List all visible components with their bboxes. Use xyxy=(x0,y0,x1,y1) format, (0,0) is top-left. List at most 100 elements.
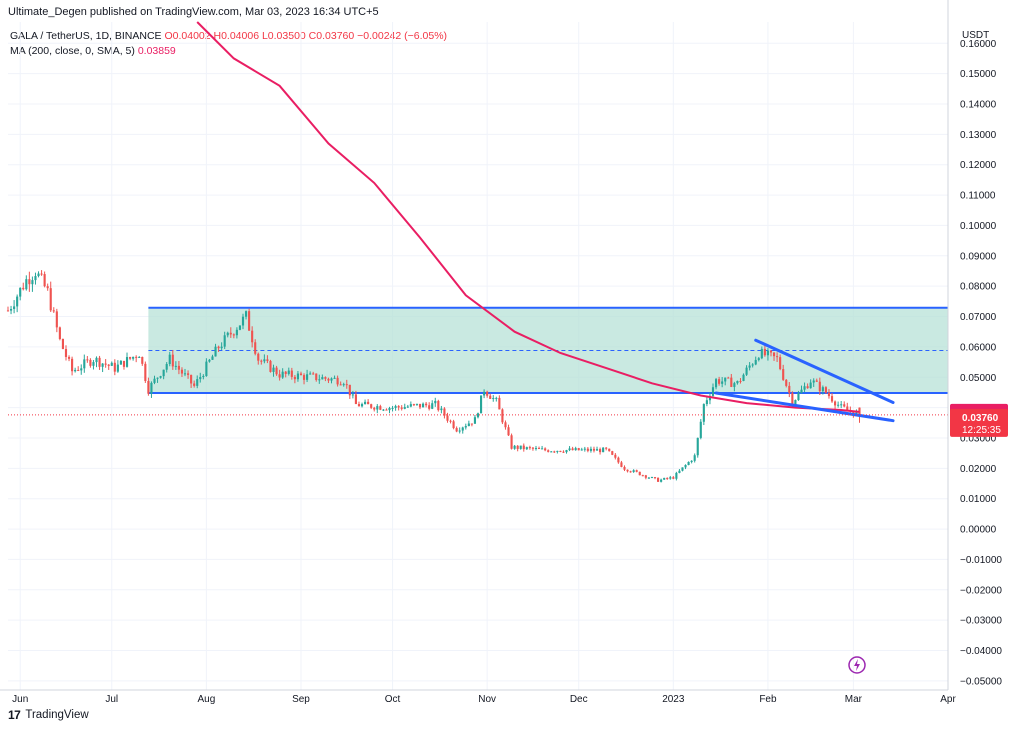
candle-body xyxy=(147,380,150,394)
candle-body xyxy=(666,477,669,479)
candle-body xyxy=(174,365,177,367)
candle-body xyxy=(339,384,342,386)
candle-body xyxy=(824,387,827,393)
candle-body xyxy=(244,311,248,317)
candle-body xyxy=(333,377,336,379)
candle-body xyxy=(296,373,300,380)
candle-body xyxy=(821,387,824,392)
candle-body xyxy=(394,406,397,408)
candle-body xyxy=(489,395,492,399)
candle-body xyxy=(583,448,586,450)
candle-body xyxy=(263,359,266,362)
candle-body xyxy=(797,393,800,401)
candle-body xyxy=(592,448,596,451)
candle-body xyxy=(278,374,281,378)
candle-body xyxy=(318,379,321,381)
candle-body xyxy=(425,403,428,406)
trendlines xyxy=(8,338,948,423)
candle-body xyxy=(818,381,821,392)
candle-body xyxy=(693,455,696,461)
candle-body xyxy=(86,359,89,361)
candle-body xyxy=(672,477,675,479)
candle-body xyxy=(565,450,568,453)
y-tick-label: 0.13000 xyxy=(960,130,997,141)
candle-body xyxy=(52,310,55,312)
candle-body xyxy=(272,367,275,372)
candle-body xyxy=(177,365,180,370)
candle-body xyxy=(132,356,135,359)
candle-body xyxy=(327,378,330,381)
candle-body xyxy=(840,404,843,406)
candle-body xyxy=(827,392,831,397)
candle-body xyxy=(650,477,654,479)
range-zone xyxy=(148,306,948,395)
candle-body xyxy=(6,310,10,312)
candle-body xyxy=(507,427,510,436)
candle-body xyxy=(290,370,293,377)
candle-body xyxy=(357,404,361,407)
candle-body xyxy=(418,403,422,408)
candle-body xyxy=(348,384,351,396)
candle-body xyxy=(302,375,306,380)
candle-body xyxy=(617,457,620,463)
candle-body xyxy=(351,394,354,396)
candle-body xyxy=(779,357,782,370)
candle-body xyxy=(495,397,498,399)
candle-body xyxy=(599,449,602,453)
candle-body xyxy=(43,274,46,287)
candle-body xyxy=(342,384,345,386)
candle-body xyxy=(638,471,641,476)
candle-body xyxy=(400,407,403,409)
candle-body xyxy=(110,362,113,366)
y-tick-label: 0.14000 xyxy=(960,99,997,110)
symbol-title[interactable]: GALA / TetherUS, 1D, BINANCE xyxy=(10,30,162,42)
ma-legend[interactable]: MA (200, close, 0, SMA, 5) 0.03859 xyxy=(10,45,176,57)
candle-body xyxy=(434,400,437,404)
x-tick-label: 2023 xyxy=(662,694,685,705)
candle-body xyxy=(461,427,464,431)
candle-body xyxy=(238,325,242,330)
candle-body xyxy=(568,448,571,451)
candle-body xyxy=(595,449,599,451)
candle-body xyxy=(211,356,214,360)
candle-body xyxy=(727,377,730,379)
candle-body xyxy=(559,450,562,452)
candle-body xyxy=(806,386,809,389)
candle-body xyxy=(513,445,516,449)
candle-body xyxy=(632,470,635,472)
lightning-icon-circle xyxy=(848,656,866,674)
candle-body xyxy=(452,421,455,429)
candle-body xyxy=(776,356,779,358)
candle-body xyxy=(708,395,712,401)
candle-body xyxy=(467,423,470,427)
candle-body xyxy=(721,381,724,384)
y-tick-label: 0.07000 xyxy=(960,312,997,323)
candle-body xyxy=(629,471,632,473)
candle-body xyxy=(748,365,751,368)
candle-body xyxy=(150,382,153,394)
candle-body xyxy=(31,280,34,285)
candle-body xyxy=(788,385,791,393)
candle-body xyxy=(605,447,608,449)
candle-body xyxy=(455,428,458,432)
candle-body xyxy=(67,356,71,359)
candle-body xyxy=(574,448,577,451)
candle-body xyxy=(382,409,385,411)
candle-body xyxy=(336,377,339,385)
candle-body xyxy=(446,415,449,421)
footer-brand: TradingView xyxy=(25,709,89,721)
y-tick-label: 0.08000 xyxy=(960,282,997,293)
candle-body xyxy=(22,287,25,290)
candle-body xyxy=(516,445,519,449)
candle-body xyxy=(745,367,748,375)
candle-body xyxy=(220,346,223,349)
candle-body xyxy=(232,334,235,336)
candle-body xyxy=(608,448,611,452)
candle-body xyxy=(138,356,141,358)
candle-body xyxy=(809,382,812,389)
candle-body xyxy=(794,400,797,406)
candle-body xyxy=(135,356,138,358)
candle-body xyxy=(403,407,406,409)
candle-body xyxy=(486,391,489,396)
